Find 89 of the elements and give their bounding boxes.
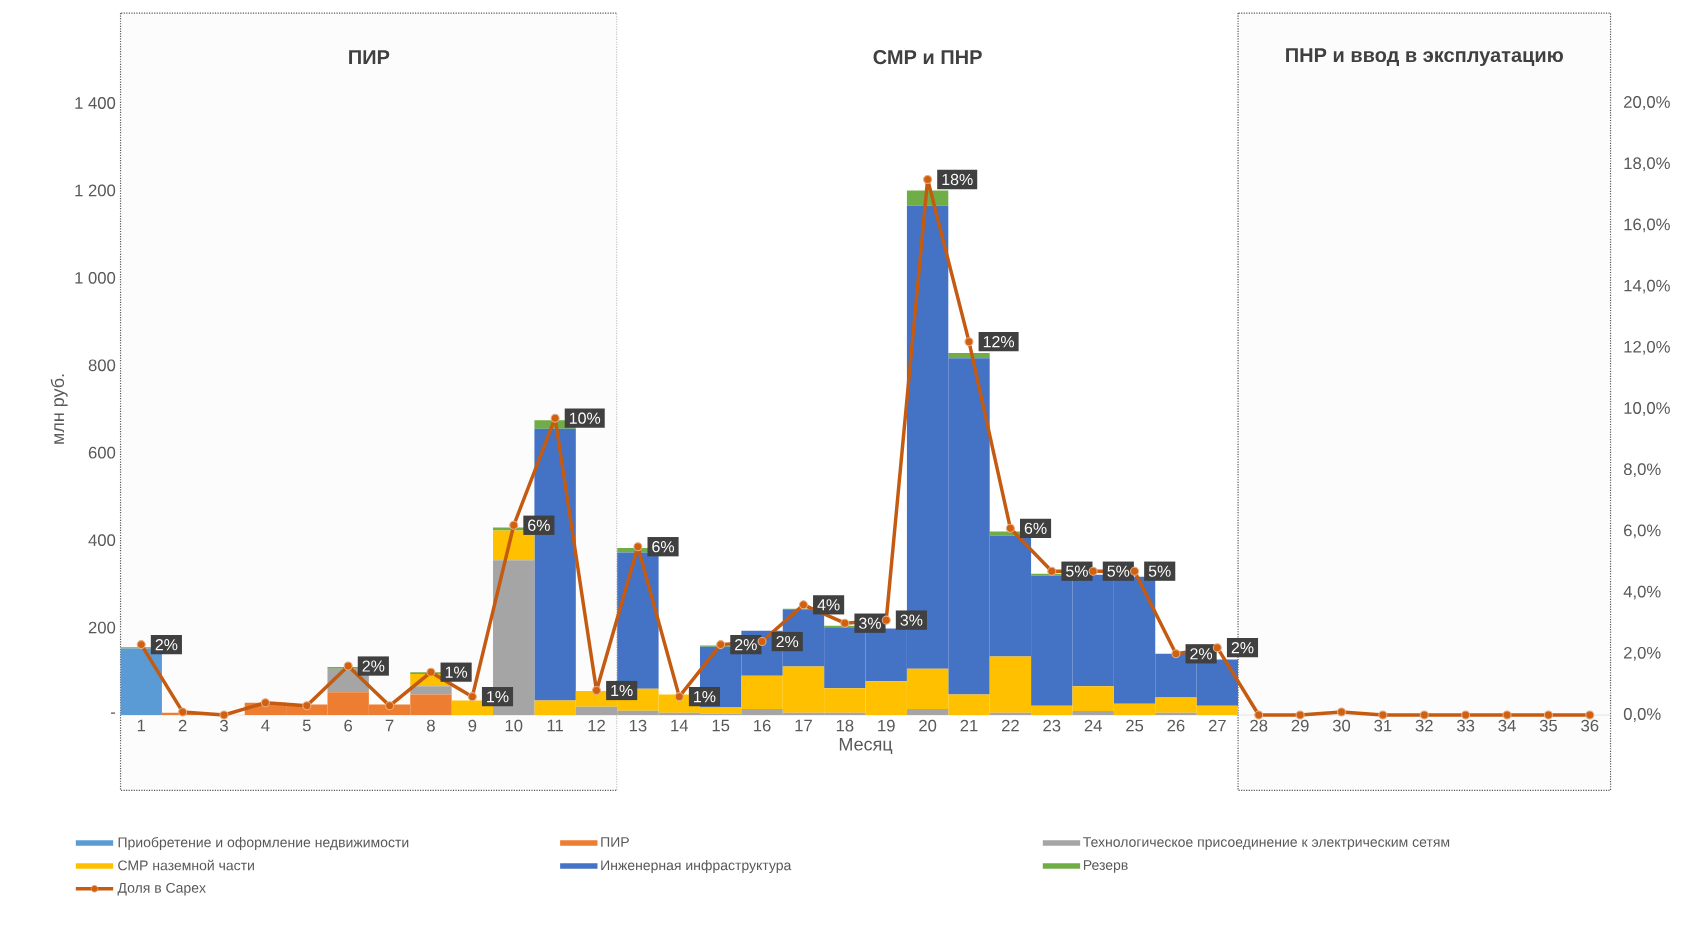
data-label: 6% [1024, 522, 1047, 534]
y-tick-label: - [111, 712, 116, 714]
y2-tick-label: 6,0% [1624, 524, 1661, 539]
x-tick-label: 16 [754, 719, 771, 732]
x-tick-label: 34 [1498, 719, 1516, 732]
band-label: ПИР [349, 50, 390, 64]
data-label: 2% [1190, 648, 1213, 660]
y-tick-label: 1 000 [75, 271, 116, 284]
x-tick-label: 14 [671, 719, 689, 732]
y2-tick-label: 18,0% [1624, 157, 1670, 172]
x-tick-label: 4 [261, 719, 270, 732]
data-label: 6% [652, 541, 675, 553]
x-tick-label: 31 [1374, 719, 1392, 732]
y-tick-label: 400 [88, 534, 116, 547]
x-tick-label: 25 [1126, 719, 1144, 732]
x-tick-label: 17 [795, 719, 812, 732]
x-tick-label: 18 [836, 719, 854, 732]
y-tick-label: 200 [88, 621, 116, 634]
x-tick-label: 12 [588, 719, 605, 732]
y-tick-label: 600 [88, 446, 116, 459]
x-tick-label: 22 [1001, 719, 1019, 732]
data-label: 1% [487, 691, 509, 703]
x-tick-label: 9 [468, 719, 477, 732]
legend-label: Приобретение и оформление недвижимости [118, 836, 409, 851]
data-label: 10% [569, 412, 601, 424]
data-label: 12% [983, 336, 1015, 348]
x-tick-label: 20 [919, 719, 937, 732]
legend-label: ПИР [601, 837, 629, 847]
data-label: 1% [694, 691, 716, 703]
data-label: 4% [817, 599, 840, 611]
x-tick-label: 3 [220, 719, 228, 732]
x-tick-label: 24 [1084, 719, 1102, 732]
y2-tick-label: 2,0% [1624, 646, 1661, 661]
data-label: 1% [445, 666, 468, 678]
x-tick-label: 11 [547, 719, 563, 732]
y2-tick-label: 8,0% [1623, 463, 1661, 478]
x-tick-label: 32 [1415, 719, 1433, 732]
x-tick-label: 6 [344, 719, 353, 732]
x-tick-label: 19 [878, 719, 895, 732]
x-tick-label: 23 [1043, 719, 1061, 732]
x-tick-label: 29 [1291, 719, 1309, 732]
legend-label: СМР наземной части [118, 859, 254, 871]
x-tick-label: 28 [1250, 719, 1268, 732]
x-tick-label: 13 [629, 719, 647, 732]
y2-tick-label: 12,0% [1624, 340, 1670, 355]
data-label: 5% [1148, 565, 1171, 577]
x-tick-label: 21 [960, 719, 978, 732]
x-tick-label: 2 [178, 719, 187, 732]
band-label: СМР и ПНР [873, 50, 982, 65]
data-label: 5% [1066, 565, 1088, 577]
data-label: 5% [1107, 565, 1130, 577]
data-label: 2% [735, 638, 757, 651]
y2-tick-label: 20,0% [1624, 96, 1670, 110]
y-tick-label: 1 400 [75, 97, 116, 109]
data-label: 18% [942, 173, 973, 186]
x-tick-label: 10 [505, 719, 523, 732]
legend-label: Доля в Capex [117, 882, 206, 896]
y2-tick-label: 16,0% [1624, 218, 1670, 233]
x-tick-label: 33 [1457, 719, 1475, 732]
y2-tick-label: 10,0% [1624, 402, 1670, 416]
x-tick-label: 35 [1539, 719, 1557, 732]
y2-tick-label: 14,0% [1624, 279, 1670, 294]
x-tick-label: 5 [302, 719, 311, 732]
y2-tick-label: 4,0% [1623, 585, 1661, 600]
x-axis-title: Месяц [839, 738, 893, 754]
data-label: 2% [362, 660, 385, 672]
data-label: 2% [1231, 642, 1254, 654]
y2-tick-label: 0,0% [1623, 708, 1661, 722]
data-label: 2% [155, 638, 178, 651]
x-tick-label: 1 [137, 719, 146, 732]
legend-label: Технологическое присоединение к электрическим сетям [1083, 837, 1450, 850]
x-tick-label: 30 [1332, 719, 1351, 732]
data-label: 6% [528, 519, 550, 531]
y-tick-label: 800 [88, 359, 116, 372]
data-label: 2% [776, 635, 799, 648]
legend-label: Резерв [1083, 860, 1128, 873]
data-label: 1% [611, 684, 633, 697]
x-tick-label: 15 [712, 719, 730, 732]
x-tick-label: 7 [385, 719, 394, 732]
data-label: 3% [859, 617, 881, 629]
band-label: ПНР и ввод в эксплуатацию [1286, 48, 1563, 67]
x-tick-label: 8 [427, 719, 435, 732]
y-tick-label: 1 200 [75, 184, 116, 197]
data-label: 3% [900, 614, 923, 626]
y-axis-title: млн руб. [50, 374, 68, 444]
x-tick-label: 36 [1581, 719, 1599, 732]
x-tick-label: 27 [1208, 719, 1226, 732]
x-tick-label: 26 [1167, 719, 1185, 732]
legend-label: Инженерная инфраструктура [601, 859, 792, 873]
